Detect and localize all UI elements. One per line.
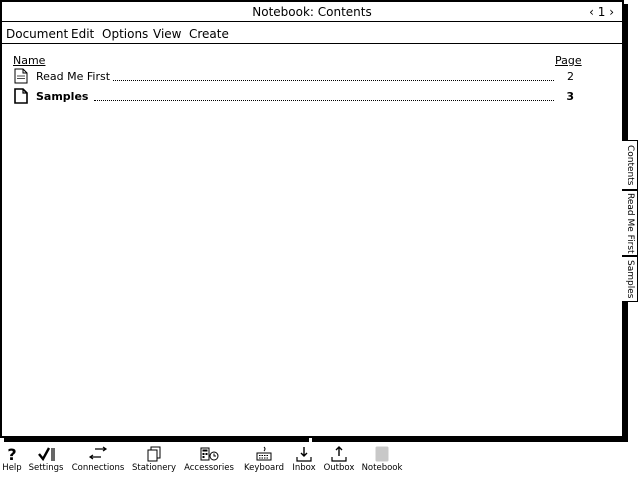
notebook-window: Notebook: Contents ‹ 1 › Document Edit O… [0, 0, 624, 438]
inbox-icon [296, 447, 312, 462]
tab-contents[interactable]: Contents [622, 140, 638, 190]
tab-samples[interactable]: Samples [622, 256, 638, 302]
notebook-icon [375, 446, 389, 462]
menu-document[interactable]: Document [6, 27, 69, 41]
svg-text:?: ? [7, 446, 16, 462]
tab-read-me-first[interactable]: Read Me First [622, 190, 638, 256]
toc-entry-label: Read Me First [36, 68, 114, 86]
question-mark-icon: ? [7, 446, 16, 462]
menu-create[interactable]: Create [189, 27, 229, 41]
connections-button[interactable]: Connections [68, 446, 128, 478]
window-title: Notebook: Contents [252, 5, 372, 19]
help-button[interactable]: ? Help [2, 446, 22, 473]
menu-view[interactable]: View [153, 27, 182, 41]
stationery-button[interactable]: Stationery [130, 446, 178, 478]
document-icon [14, 88, 28, 104]
keyboard-button[interactable]: Keyboard [240, 446, 288, 478]
accessories-icon [200, 447, 219, 461]
menu-bar: Document Edit Options View Create [2, 24, 622, 44]
checkmark-icon [38, 447, 55, 462]
document-icon [14, 68, 28, 84]
stationery-icon [147, 446, 161, 462]
arrows-icon [88, 446, 108, 460]
column-header-page[interactable]: Page [555, 54, 582, 67]
toc-entry-read-me-first[interactable]: Read Me First 2 [14, 68, 574, 86]
toc-entry-page: 3 [556, 88, 574, 106]
accessories-button[interactable]: Accessories [181, 446, 237, 478]
settings-button[interactable]: Settings [26, 446, 66, 478]
page-navigator[interactable]: ‹ 1 › [589, 5, 614, 19]
toc-entry-label: Samples [36, 88, 92, 106]
menu-edit[interactable]: Edit [71, 27, 95, 41]
inbox-button[interactable]: Inbox [289, 446, 319, 478]
bookshelf-toolbar [0, 444, 640, 480]
menu-options[interactable]: Options [102, 27, 149, 41]
title-bar: Notebook: Contents ‹ 1 › [2, 2, 622, 22]
toc-entry-samples[interactable]: Samples 3 [14, 88, 574, 106]
notebook-button[interactable]: Notebook [359, 446, 405, 478]
toc-entry-page: 2 [556, 68, 574, 86]
keyboard-icon [256, 446, 272, 461]
column-header-name[interactable]: Name [13, 54, 46, 67]
outbox-icon [331, 446, 347, 462]
outbox-button[interactable]: Outbox [320, 446, 358, 478]
